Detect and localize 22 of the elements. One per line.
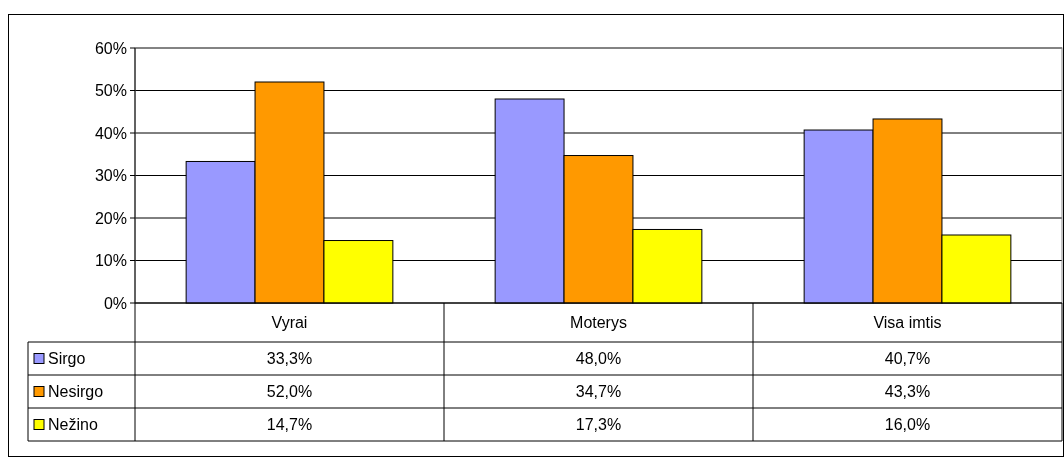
x-tick-label: Visa imtis — [873, 314, 942, 332]
y-tick-label: 10% — [94, 252, 127, 270]
data-label: 43,3% — [884, 383, 931, 401]
y-tick-label: 60% — [94, 39, 127, 57]
y-tick-label: 30% — [94, 167, 127, 185]
y-tick-label: 20% — [94, 209, 127, 227]
data-label: 40,7% — [884, 350, 931, 368]
y-tick-label: 50% — [94, 82, 127, 100]
data-label: 16,0% — [884, 416, 931, 434]
legend-label: Nežino — [48, 416, 98, 434]
data-label: 48,0% — [575, 350, 622, 368]
data-label: 33,3% — [266, 350, 313, 368]
legend-label: Nesirgo — [48, 383, 104, 401]
data-label: 17,3% — [575, 416, 622, 434]
x-tick-label: Vyrai — [271, 314, 308, 332]
data-label: 52,0% — [266, 383, 313, 401]
legend-label: Sirgo — [48, 350, 86, 368]
y-tick-label: 0% — [103, 294, 127, 312]
x-tick-label: Moterys — [570, 314, 627, 332]
data-label: 34,7% — [575, 383, 622, 401]
y-tick-label: 40% — [94, 124, 127, 142]
data-label: 14,7% — [266, 416, 313, 434]
